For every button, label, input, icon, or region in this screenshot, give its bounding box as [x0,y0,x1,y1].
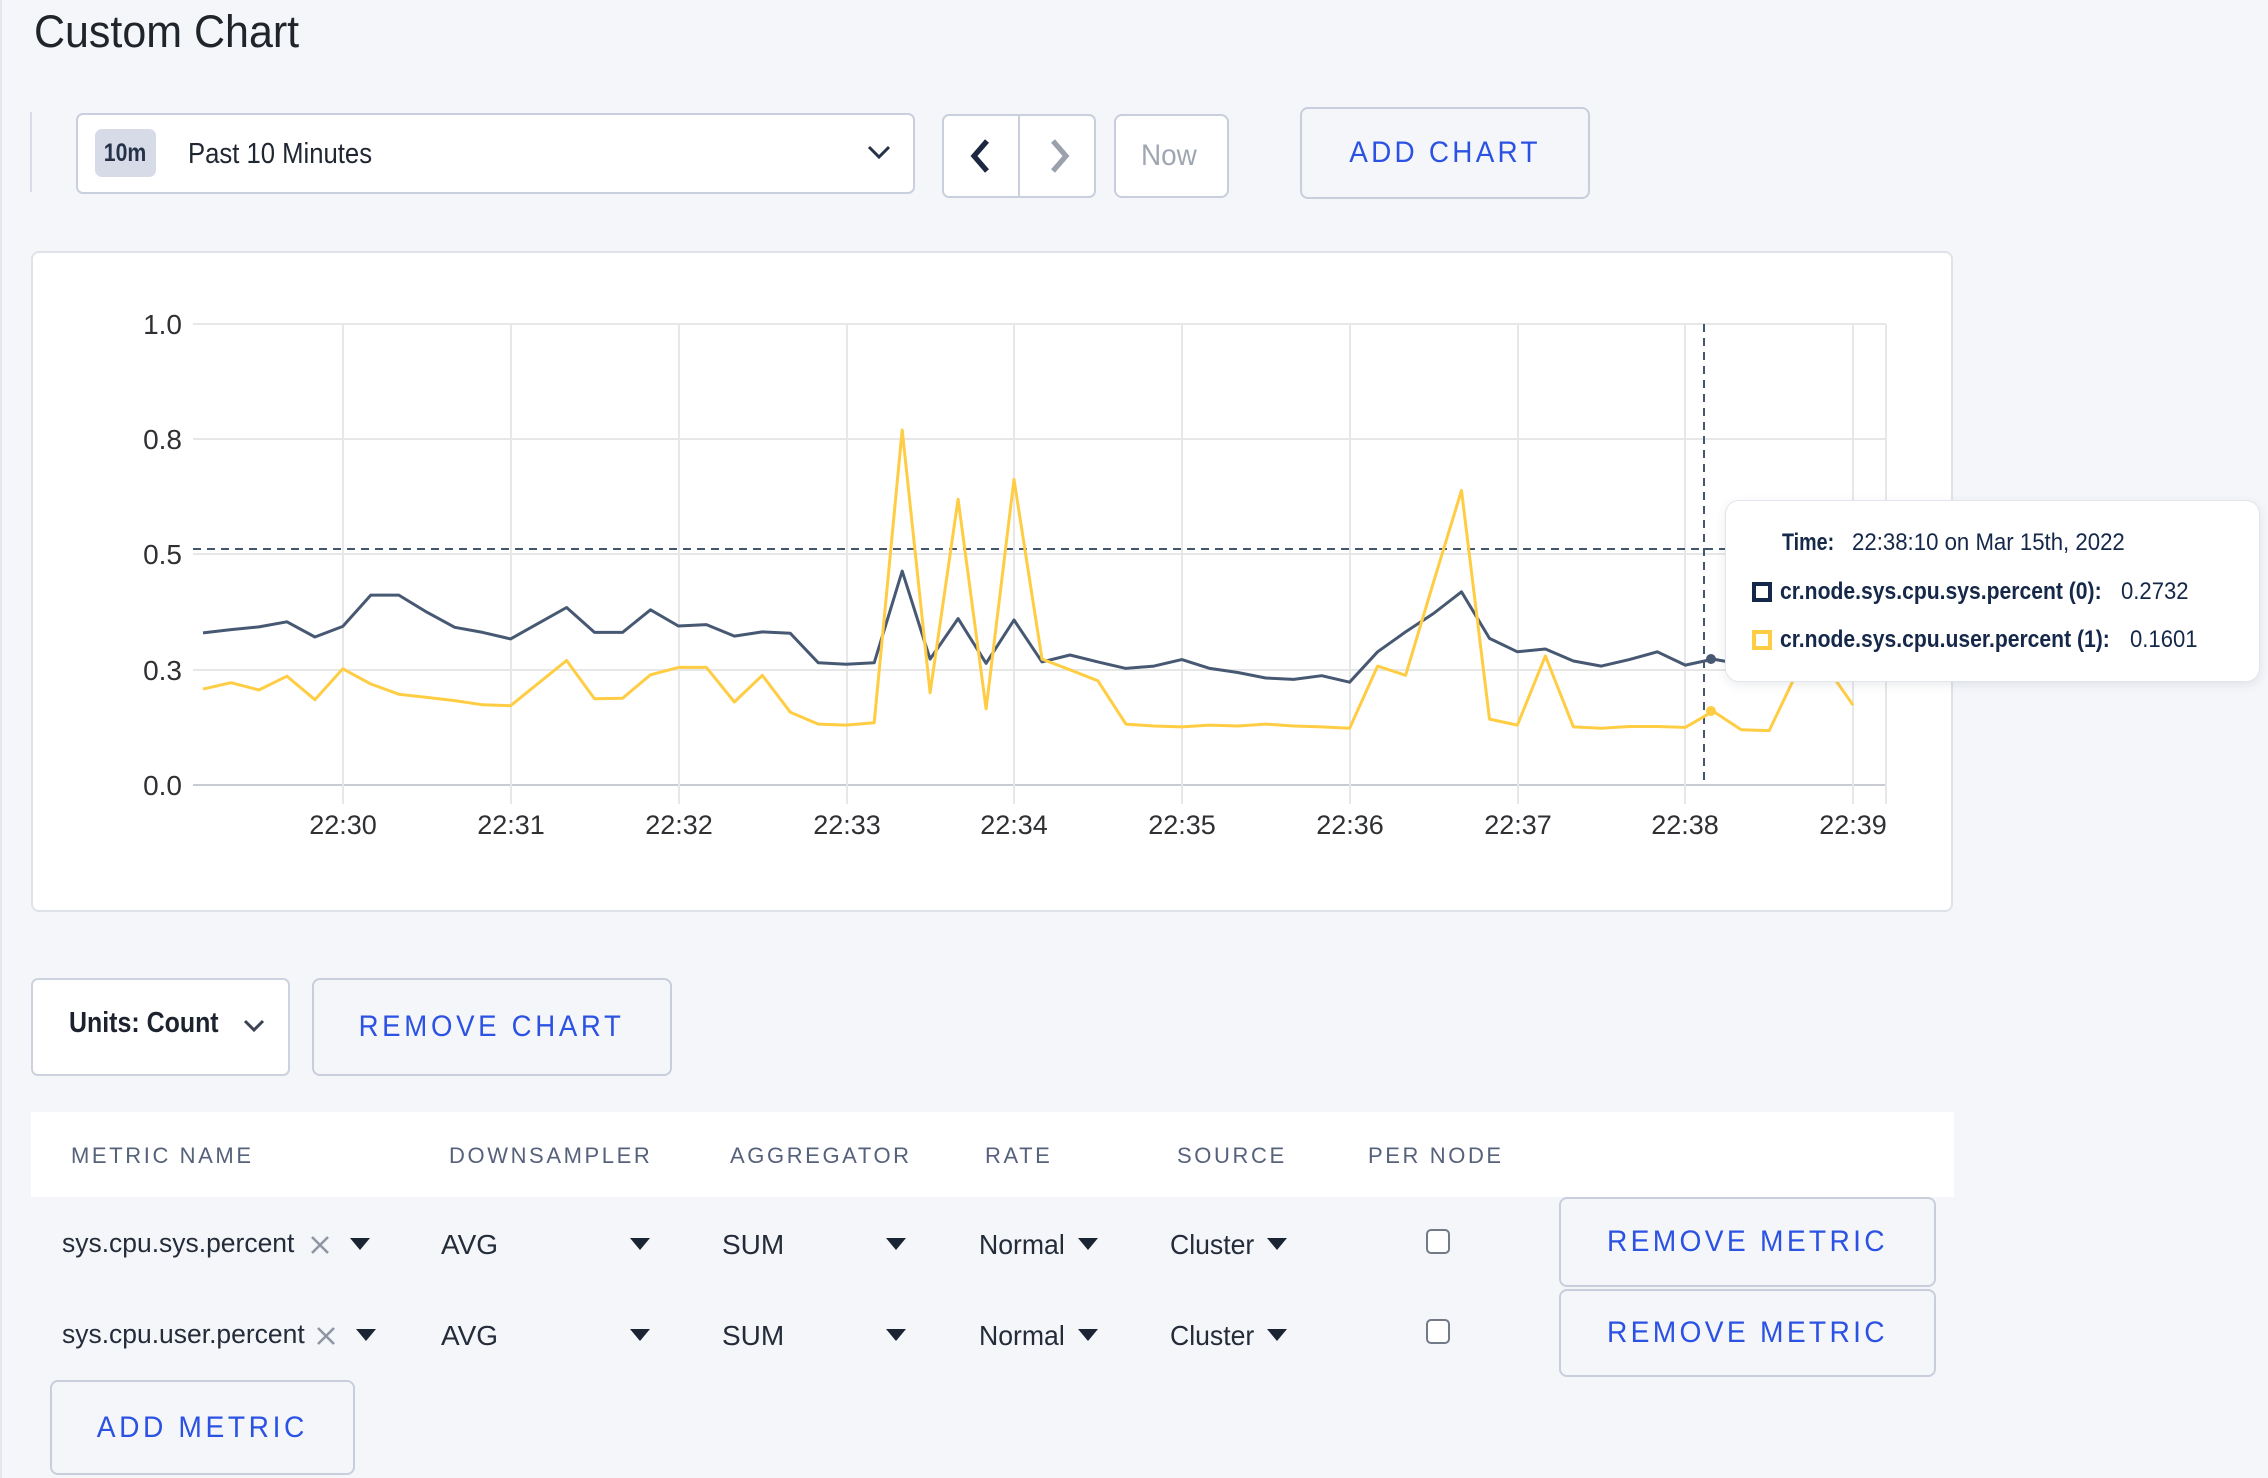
svg-text:22:31: 22:31 [477,810,545,840]
svg-text:22:35: 22:35 [1148,810,1216,840]
svg-text:22:34: 22:34 [980,810,1048,840]
svg-text:22:30: 22:30 [309,810,377,840]
svg-text:0.8: 0.8 [143,424,182,455]
svg-text:1.0: 1.0 [143,309,182,340]
svg-text:22:33: 22:33 [813,810,881,840]
svg-text:0.0: 0.0 [143,770,182,801]
svg-text:0.5: 0.5 [143,539,182,570]
svg-text:22:37: 22:37 [1484,810,1552,840]
svg-text:22:38: 22:38 [1651,810,1719,840]
svg-text:22:32: 22:32 [645,810,713,840]
svg-text:22:36: 22:36 [1316,810,1384,840]
svg-text:22:39: 22:39 [1819,810,1887,840]
svg-text:0.3: 0.3 [143,655,182,686]
